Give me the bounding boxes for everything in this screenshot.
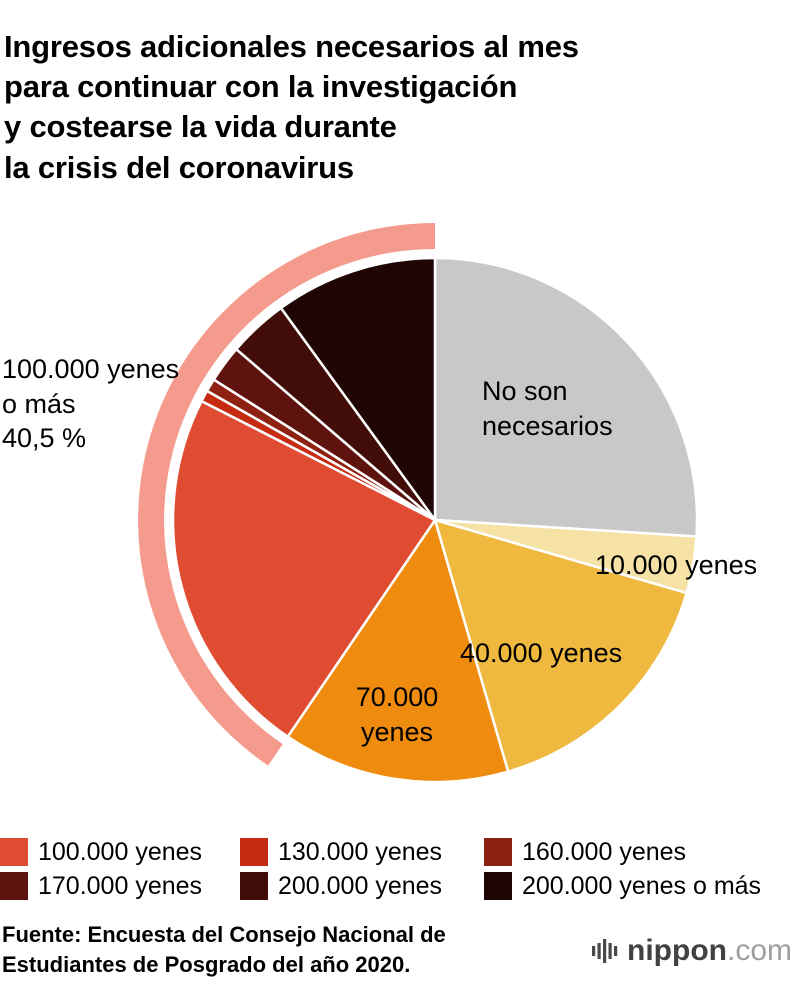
legend-swatch — [484, 872, 512, 900]
audio-bars-icon — [592, 939, 618, 963]
legend-label: 100.000 yenes — [38, 837, 203, 866]
pie-slice-100-000-yenes — [171, 399, 437, 739]
legend-item: 130.000 yenes — [240, 838, 484, 866]
slice-label-70000-yenes: 70.000 yenes — [355, 682, 439, 747]
legend-label: 200.000 yenes o más — [522, 871, 762, 900]
legend-label: 170.000 yenes — [38, 871, 203, 900]
logo-text-nippon: nippon — [627, 934, 727, 967]
slice-label-40000-yenes: 40.000 yenes — [460, 638, 623, 668]
legend-swatch — [240, 872, 268, 900]
legend: 100.000 yenes 130.000 yenes 160.000 yene… — [0, 838, 800, 900]
highlight-arc-100k-or-more — [138, 223, 435, 766]
legend-item: 200.000 yenes — [240, 872, 484, 900]
legend-item: 160.000 yenes — [484, 838, 800, 866]
logo-text-com: .com — [726, 934, 792, 967]
page-title: Ingresos adicionales necesarios al mes p… — [4, 28, 579, 185]
pie-slice-no-son-necesarios — [433, 256, 699, 538]
nippon-logo[interactable]: nippon.com — [592, 933, 792, 969]
legend-swatch — [240, 838, 268, 866]
legend-item: 100.000 yenes — [0, 838, 240, 866]
legend-label: 200.000 yenes — [278, 871, 443, 900]
pie-chart — [138, 223, 699, 784]
annotation-100k-or-more: 100.000 yenes o más 40,5 % — [2, 354, 180, 454]
source-text: Fuente: Encuesta del Consejo Nacional de… — [2, 922, 446, 977]
pie-slice-200-000-yenes-o-m-s — [279, 256, 437, 524]
legend-swatch — [0, 838, 28, 866]
legend-swatch — [484, 838, 512, 866]
legend-item: 170.000 yenes — [0, 872, 240, 900]
slice-label-10000-yenes: 10.000 yenes — [595, 550, 758, 580]
legend-swatch — [0, 872, 28, 900]
pie-slice-70-000-yenes — [285, 517, 510, 784]
legend-label: 130.000 yenes — [278, 837, 443, 866]
pie-slice-40-000-yenes — [433, 518, 689, 774]
legend-item: 200.000 yenes o más — [484, 872, 800, 900]
slice-label-no-son-necesarios: No son necesarios — [482, 376, 613, 441]
legend-label: 160.000 yenes — [522, 837, 687, 866]
